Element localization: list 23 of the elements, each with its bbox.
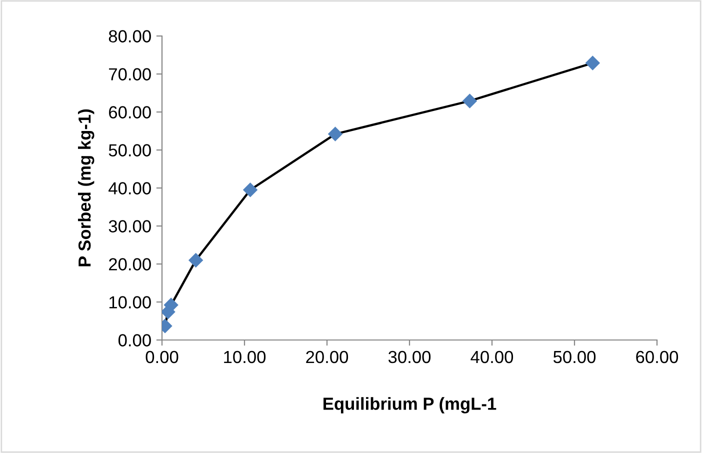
y-tick-label: 60.00 [109, 106, 151, 118]
y-tick-label: 10.00 [109, 296, 151, 308]
y-tick-label: 80.00 [108, 30, 151, 42]
point [188, 253, 203, 268]
point [243, 182, 258, 197]
x-tick-label: 10.00 [224, 350, 266, 364]
x-tick-label: 50.00 [553, 350, 596, 364]
y-tick-label: 0.00 [118, 334, 151, 346]
y-tick-label: 30.00 [108, 220, 151, 232]
x-tick-label: 40.00 [470, 350, 514, 364]
point [586, 56, 600, 70]
x-tick-label: 20.00 [306, 350, 348, 364]
point [328, 126, 342, 142]
y-tick-label: 20.00 [109, 258, 151, 270]
x-tick-label: 0.00 [146, 350, 178, 364]
x-tick-label: 30.00 [388, 350, 431, 364]
y-tick-label: 70.00 [109, 68, 151, 80]
x-tick-label: 60.00 [636, 350, 678, 364]
y-axis-title: P Sorbed (mg kg-1) [78, 109, 94, 266]
point [462, 94, 477, 108]
x-axis-title: Equilibrium P (mgL-1 [324, 397, 496, 414]
y-tick-label: 50.00 [108, 144, 151, 156]
y-tick-label: 40.00 [108, 182, 151, 194]
